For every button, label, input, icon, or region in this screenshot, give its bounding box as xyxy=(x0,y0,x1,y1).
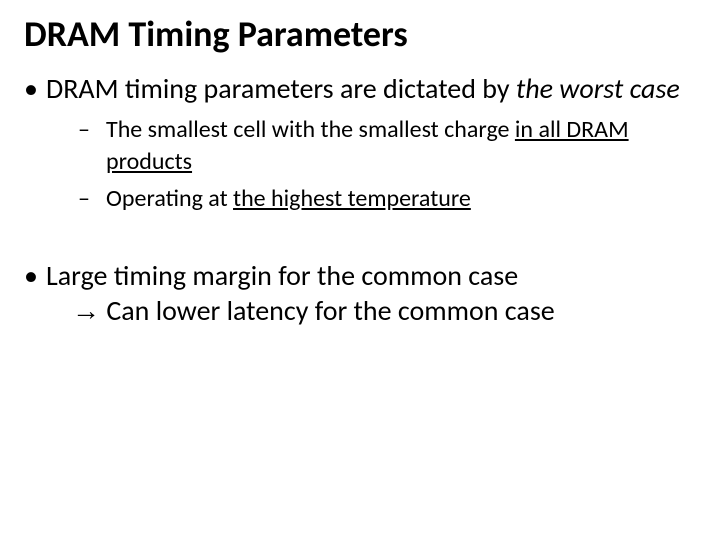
bullet-1: DRAM timing parameters are dictated by t… xyxy=(24,71,696,214)
bullet-2-line1: Large timing margin for the common case xyxy=(46,258,518,293)
bullet-2: Large timing margin for the common case … xyxy=(24,258,696,328)
slide: DRAM Timing Parameters DRAM timing param… xyxy=(0,0,720,540)
arrow-icon: → xyxy=(72,295,100,326)
spacer xyxy=(24,224,696,258)
bullet-1-text-italic: the worst case xyxy=(516,71,680,106)
bullet-list-level1-b: Large timing margin for the common case … xyxy=(24,258,696,328)
sub-bullet-2: Operating at the highest temperature xyxy=(78,183,696,214)
bullet-2-arrow-line: → Can lower latency for the common case xyxy=(46,293,555,328)
bullet-list-level1: DRAM timing parameters are dictated by t… xyxy=(24,71,696,214)
sub-bullet-2-prefix: Operating at xyxy=(106,184,233,213)
slide-title: DRAM Timing Parameters xyxy=(24,14,696,55)
bullet-list-level2: The smallest cell with the smallest char… xyxy=(46,114,696,214)
sub-bullet-1-prefix: The smallest cell with the smallest char… xyxy=(106,115,515,144)
bullet-2-line2: Can lower latency for the common case xyxy=(100,293,555,328)
bullet-1-text-prefix: DRAM timing parameters are dictated by xyxy=(46,71,516,106)
sub-bullet-2-underline: the highest temperature xyxy=(233,184,471,213)
sub-bullet-1: The smallest cell with the smallest char… xyxy=(78,114,696,176)
